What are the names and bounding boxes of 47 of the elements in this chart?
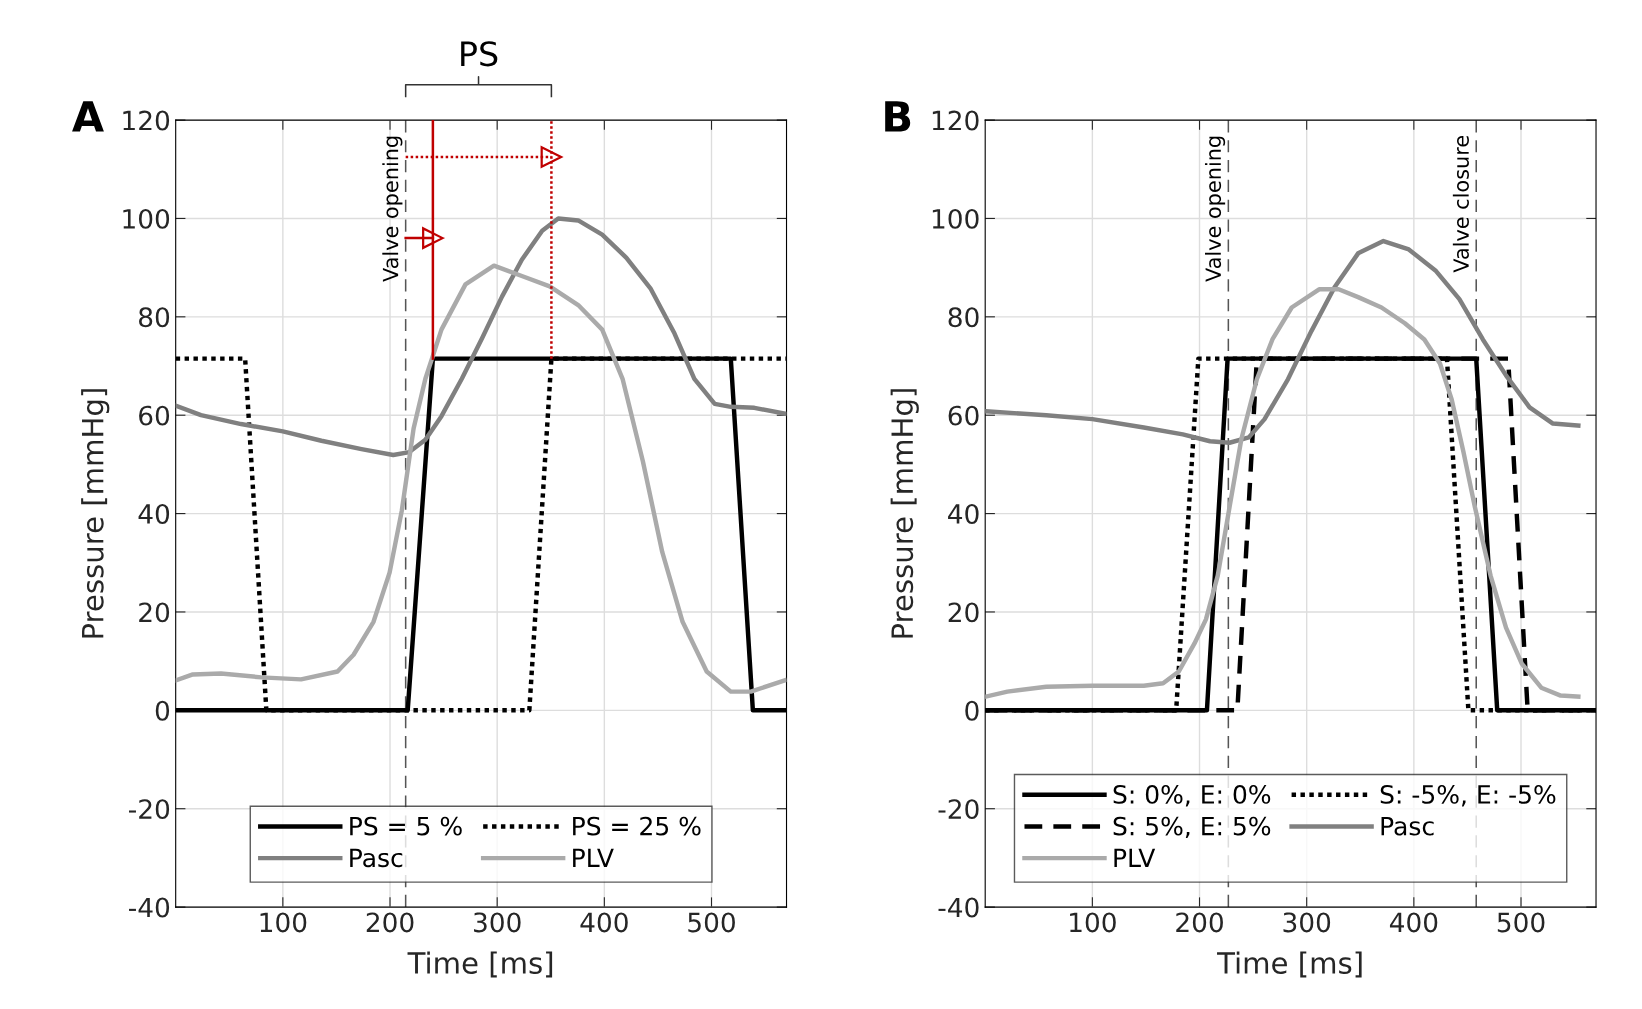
text: PS — [461, 41, 498, 67]
x-tick-label: 400 — [580, 912, 628, 933]
legend-label: PS = 25 % — [573, 816, 701, 836]
y-tick-label: 60 — [948, 405, 979, 426]
y-tick-label: 120 — [932, 110, 979, 131]
y-tick-label: 100 — [123, 208, 170, 229]
x-tick-label: 300 — [1283, 912, 1331, 933]
y-tick-label: 120 — [123, 110, 170, 131]
x-tick-label: 200 — [1176, 912, 1223, 933]
y-tick-label: -20 — [938, 799, 979, 820]
x-tick-label: 500 — [1497, 912, 1545, 933]
y-tick-label: 20 — [139, 602, 170, 623]
x-tick-label: 500 — [688, 912, 735, 933]
chart-title: A — [72, 101, 104, 132]
y-tick-label: -40 — [129, 897, 170, 918]
chart-title: B — [885, 101, 911, 132]
y-tick-label: -20 — [129, 799, 170, 820]
y-tick-label: 40 — [948, 504, 979, 524]
y-tick-label: 60 — [139, 405, 170, 426]
legend-label: S: 5%, E: 5% — [1113, 816, 1271, 839]
y-tick-label: 80 — [139, 307, 170, 328]
legend-label: Pasc — [350, 848, 403, 868]
y-tick-label: 100 — [932, 208, 979, 229]
x-tick-label: 200 — [366, 912, 414, 933]
y-tick-label: -40 — [938, 897, 979, 918]
legend-label: Pasc — [1381, 816, 1434, 836]
x-axis-title: Time [ms] — [1217, 951, 1362, 978]
legend-label: S: -5%, E: -5% — [1380, 784, 1556, 807]
y-tick-label: 40 — [138, 504, 170, 524]
ref-line-label: Valve opening — [382, 136, 403, 282]
ref-line-label: Valve closure — [1452, 135, 1469, 273]
legend-label: PS = 5 % — [350, 816, 462, 836]
y-tick-label: 0 — [155, 700, 170, 721]
ref-line-label: Valve opening — [1204, 136, 1226, 282]
x-axis-title: Time [ms] — [407, 951, 553, 978]
legend-label: PLV — [1114, 848, 1156, 867]
legend-label: S: 0%, E: 0% — [1113, 784, 1271, 807]
x-tick-label: 300 — [474, 912, 521, 933]
x-tick-label: 100 — [1070, 912, 1116, 933]
legend-label: PLV — [573, 848, 614, 867]
y-tick-label: 20 — [948, 602, 979, 623]
y-tick-label: 80 — [948, 307, 979, 328]
y-axis-title: Pressure [mmHg] — [890, 389, 919, 638]
x-tick-label: 100 — [260, 912, 307, 933]
y-axis-title: Pressure [mmHg] — [81, 389, 110, 638]
y-tick-label: 0 — [965, 700, 979, 721]
x-tick-label: 400 — [1389, 912, 1438, 933]
